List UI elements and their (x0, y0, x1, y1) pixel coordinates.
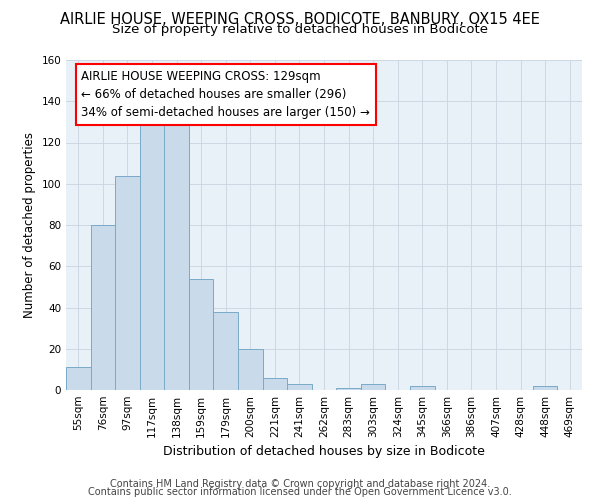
Bar (91, 225, 115, 390)
Bar (533, 386, 557, 390)
Bar (164, 122, 189, 390)
Bar (66, 368, 91, 390)
Text: AIRLIE HOUSE WEEPING CROSS: 129sqm
← 66% of detached houses are smaller (296)
34: AIRLIE HOUSE WEEPING CROSS: 129sqm ← 66%… (82, 70, 370, 119)
Bar (189, 278, 214, 390)
Bar (287, 384, 312, 390)
Bar (115, 176, 140, 390)
Bar (263, 378, 287, 390)
Text: Contains public sector information licensed under the Open Government Licence v3: Contains public sector information licen… (88, 487, 512, 497)
Bar (410, 386, 434, 390)
Bar (140, 122, 164, 390)
Bar (214, 312, 238, 390)
Bar (361, 384, 385, 390)
Text: AIRLIE HOUSE, WEEPING CROSS, BODICOTE, BANBURY, OX15 4EE: AIRLIE HOUSE, WEEPING CROSS, BODICOTE, B… (60, 12, 540, 28)
Text: Contains HM Land Registry data © Crown copyright and database right 2024.: Contains HM Land Registry data © Crown c… (110, 479, 490, 489)
Bar (238, 349, 263, 390)
X-axis label: Distribution of detached houses by size in Bodicote: Distribution of detached houses by size … (163, 446, 485, 458)
Y-axis label: Number of detached properties: Number of detached properties (23, 132, 36, 318)
Bar (336, 388, 361, 390)
Text: Size of property relative to detached houses in Bodicote: Size of property relative to detached ho… (112, 22, 488, 36)
